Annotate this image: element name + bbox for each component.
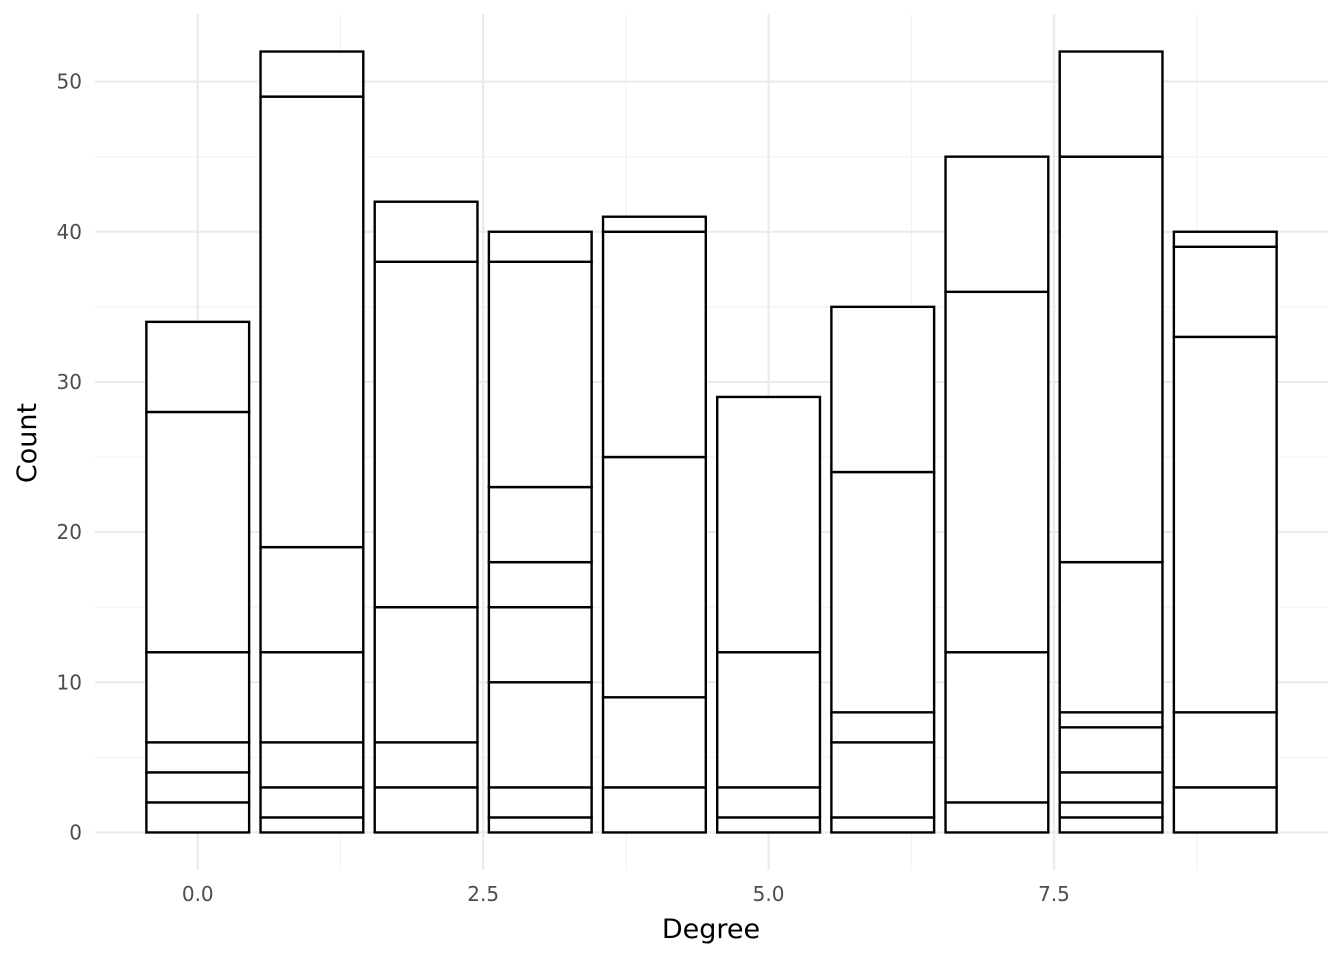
bar-segment — [944, 801, 1050, 834]
bar-segment — [259, 50, 365, 98]
bar-segment — [259, 95, 365, 549]
bar-segment — [1058, 771, 1164, 804]
bar-segment — [373, 786, 479, 834]
bar-segment — [487, 816, 593, 834]
bar-segment — [830, 711, 936, 744]
x-tick-labels: 0.0 2.5 5.0 7.5 — [182, 882, 1070, 906]
bar-segment — [259, 741, 365, 789]
bar-segment — [1172, 245, 1278, 339]
bar-segment — [487, 786, 593, 819]
bar-segment — [487, 605, 593, 684]
bar-segment — [1172, 786, 1278, 834]
y-tick-label: 0 — [69, 820, 82, 844]
y-tick-label: 20 — [57, 520, 82, 544]
y-tick-label: 40 — [57, 220, 82, 244]
bar-segment — [1058, 816, 1164, 834]
bar-segment — [373, 260, 479, 609]
bar-segment — [145, 410, 251, 654]
bar-segment — [1172, 230, 1278, 248]
bar-segment — [259, 545, 365, 654]
x-tick-label: 2.5 — [467, 882, 499, 906]
bar-segment — [373, 605, 479, 744]
bar-segment — [830, 816, 936, 834]
bar-segment — [145, 320, 251, 414]
x-tick-label: 7.5 — [1038, 882, 1070, 906]
bar-segment — [487, 260, 593, 489]
bar-segment — [716, 816, 822, 834]
bar-segment — [373, 741, 479, 789]
bars — [145, 50, 1278, 834]
bar-segment — [487, 560, 593, 609]
bar-segment — [716, 651, 822, 789]
bar-segment — [601, 786, 707, 834]
bar-segment — [1058, 560, 1164, 714]
bar-segment — [1058, 155, 1164, 564]
bar-segment — [487, 485, 593, 564]
bar-segment — [145, 771, 251, 804]
y-tick-labels: 0 10 20 30 40 50 — [57, 70, 82, 845]
x-tick-label: 0.0 — [182, 882, 214, 906]
x-axis-title: Degree — [662, 914, 760, 945]
bar-segment — [487, 681, 593, 789]
bar-segment — [601, 455, 707, 699]
bar-segment — [716, 786, 822, 819]
bar-segment — [1172, 711, 1278, 789]
bar-segment — [944, 155, 1050, 294]
bar-segment — [1172, 335, 1278, 714]
y-tick-label: 50 — [57, 70, 82, 94]
bar-segment — [1058, 50, 1164, 158]
bar-segment — [944, 651, 1050, 804]
bar-segment — [1058, 711, 1164, 729]
bar-segment — [1058, 726, 1164, 774]
bar-segment — [601, 696, 707, 789]
bar-segment — [487, 230, 593, 263]
bar-segment — [601, 230, 707, 459]
bar-segment — [259, 786, 365, 819]
bar-segment — [259, 816, 365, 834]
bar-segment — [145, 651, 251, 744]
bar-segment — [145, 801, 251, 834]
bar-segment — [1058, 801, 1164, 819]
y-tick-label: 30 — [57, 370, 82, 394]
bar-segment — [601, 215, 707, 233]
y-tick-label: 10 — [57, 670, 82, 694]
bar-segment — [716, 395, 822, 654]
y-axis-title: Count — [12, 403, 43, 483]
bar-segment — [259, 651, 365, 744]
bar-segment — [944, 290, 1050, 654]
bar-segment — [373, 200, 479, 263]
bar-segment — [830, 305, 936, 474]
bar-segment — [830, 741, 936, 819]
x-tick-label: 5.0 — [753, 882, 785, 906]
bar-segment — [830, 470, 936, 714]
bar-segment — [145, 741, 251, 774]
